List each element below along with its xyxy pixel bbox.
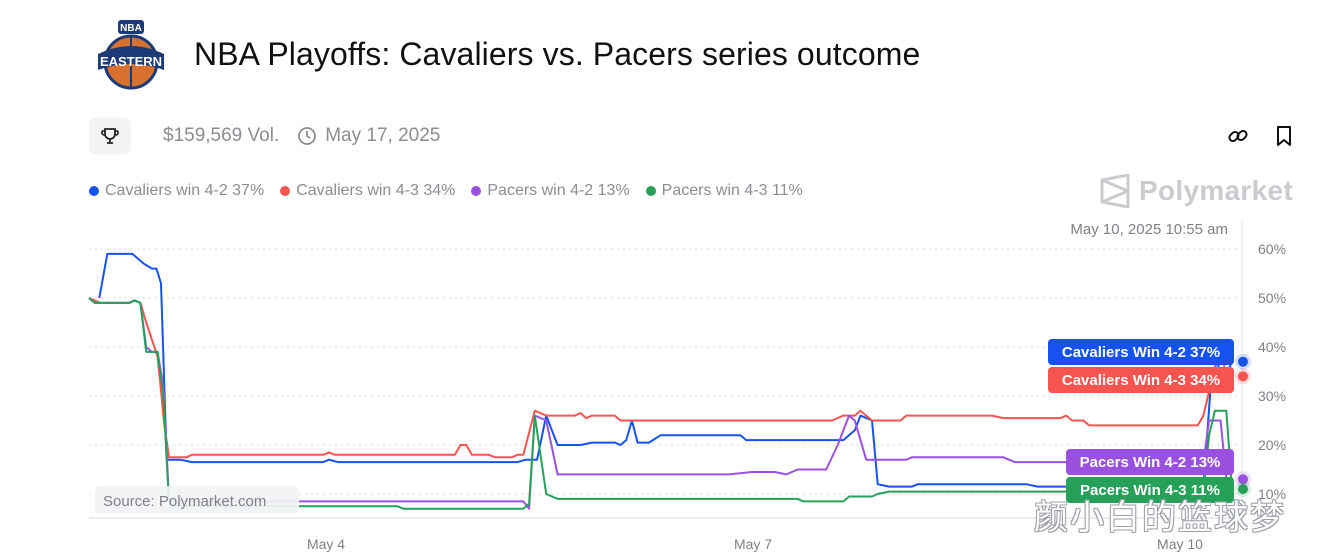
series-line xyxy=(98,252,1233,488)
header-actions xyxy=(1226,124,1296,148)
svg-text:EASTERN: EASTERN xyxy=(100,54,162,69)
legend-label: Pacers win 4-2 13% xyxy=(487,182,630,199)
legend-item: Cavaliers win 4-3 34% xyxy=(280,182,455,200)
polymarket-brand: Polymarket xyxy=(1099,174,1293,208)
y-tick-label: 40% xyxy=(1258,339,1286,355)
end-value-tag xyxy=(1066,449,1234,475)
end-value-tag xyxy=(1066,477,1234,503)
y-axis-ticks: 10% 20% 30% 40% 50% 60% xyxy=(1258,241,1286,502)
end-dot xyxy=(1238,474,1248,485)
y-tick-label: 20% xyxy=(1258,437,1286,453)
end-dot xyxy=(1238,371,1248,382)
x-tick-label: May 7 xyxy=(734,536,772,552)
legend-dot xyxy=(280,186,291,196)
eastern-conference-logo: EASTERN NBA xyxy=(98,20,164,90)
chart-lines xyxy=(88,252,1233,510)
legend-item: Cavaliers win 4-2 37% xyxy=(89,182,264,200)
legend-item: Pacers win 4-3 11% xyxy=(645,182,803,200)
x-tick-label: May 4 xyxy=(307,536,345,552)
end-date-text: May 17, 2025 xyxy=(325,125,441,146)
legend-item: Pacers win 4-2 13% xyxy=(471,182,630,200)
y-tick-label: 30% xyxy=(1258,388,1286,404)
legend-dot xyxy=(89,186,99,196)
bookmark-icon[interactable] xyxy=(1272,124,1296,148)
brand-name: Polymarket xyxy=(1139,175,1293,206)
legend-label: Cavaliers win 4-2 37% xyxy=(105,182,265,199)
chart-legend: Cavaliers win 4-2 37% Cavaliers win 4-3 … xyxy=(89,182,803,200)
end-value-tag-label: Pacers Win 4-3 11% xyxy=(1080,482,1220,499)
y-tick-label: 10% xyxy=(1258,486,1286,502)
end-value-tag xyxy=(1048,339,1234,365)
market-title: NBA Playoffs: Cavaliers vs. Pacers serie… xyxy=(194,36,921,72)
polymarket-logo-icon xyxy=(1100,174,1130,208)
end-dot xyxy=(1238,356,1248,367)
series-line xyxy=(88,297,1232,459)
end-value-tag-label: Cavaliers Win 4-2 37% xyxy=(1062,344,1220,361)
series-line xyxy=(88,297,1232,510)
x-axis-ticks: May 4 May 7 May 10 xyxy=(307,536,1203,552)
trophy-button[interactable] xyxy=(89,118,131,154)
series-line xyxy=(88,297,1233,510)
volume-text: $159,569 Vol. xyxy=(163,125,280,146)
watermark-text: 颜小白的篮球梦 xyxy=(1034,499,1286,537)
svg-text:NBA: NBA xyxy=(120,23,142,34)
x-tick-label: May 10 xyxy=(1157,536,1203,552)
y-tick-label: 50% xyxy=(1258,290,1286,306)
end-value-tags: Cavaliers Win 4-2 37% Cavaliers Win 4-3 3… xyxy=(1048,339,1251,503)
chart-grid xyxy=(89,248,1240,519)
legend-dot xyxy=(645,186,656,196)
legend-label: Cavaliers win 4-3 34% xyxy=(296,182,456,199)
clock-icon xyxy=(298,127,317,145)
y-tick-label: 60% xyxy=(1258,241,1286,257)
trophy-icon xyxy=(101,128,119,144)
end-value-tag-label: Pacers Win 4-2 13% xyxy=(1080,454,1221,471)
legend-dot xyxy=(471,186,482,196)
source-label: Source: Polymarket.com xyxy=(103,493,266,510)
source-badge: Source: Polymarket.com xyxy=(95,486,299,514)
legend-label: Pacers win 4-3 11% xyxy=(661,182,803,199)
end-value-tag-label: Cavaliers Win 4-3 34% xyxy=(1062,372,1220,389)
hover-timestamp: May 10, 2025 10:55 am xyxy=(1070,221,1228,238)
link-icon[interactable] xyxy=(1226,124,1250,148)
end-value-tag xyxy=(1048,367,1234,393)
end-dot xyxy=(1238,484,1248,495)
market-meta: $159,569 Vol. May 17, 2025 xyxy=(89,118,440,154)
